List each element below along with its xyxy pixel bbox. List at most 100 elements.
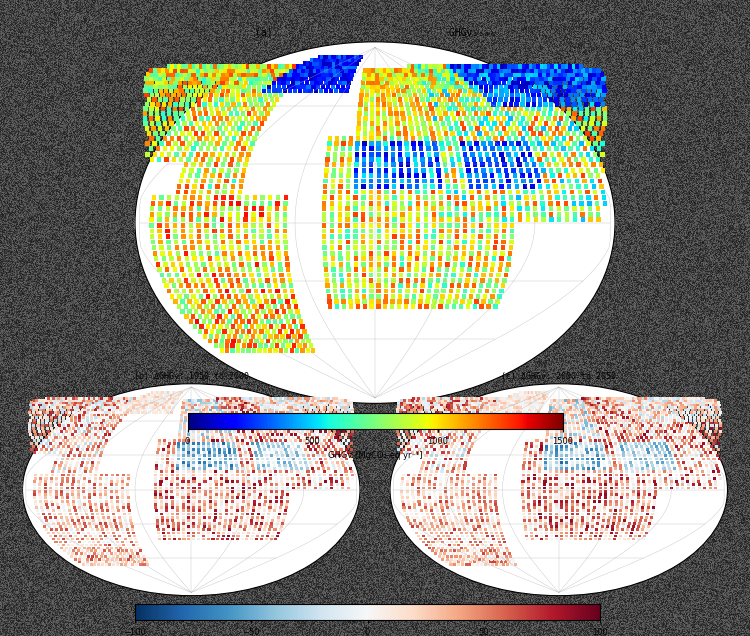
FancyBboxPatch shape [256, 516, 259, 519]
FancyBboxPatch shape [596, 522, 599, 525]
FancyBboxPatch shape [704, 452, 706, 454]
FancyBboxPatch shape [272, 102, 276, 106]
FancyBboxPatch shape [330, 245, 334, 250]
FancyBboxPatch shape [212, 212, 217, 217]
FancyBboxPatch shape [494, 218, 499, 222]
FancyBboxPatch shape [590, 535, 592, 537]
FancyBboxPatch shape [225, 467, 228, 470]
FancyBboxPatch shape [542, 93, 547, 97]
FancyBboxPatch shape [241, 509, 244, 512]
FancyBboxPatch shape [405, 419, 408, 422]
FancyBboxPatch shape [663, 408, 666, 411]
FancyBboxPatch shape [302, 408, 305, 411]
FancyBboxPatch shape [436, 430, 439, 433]
FancyBboxPatch shape [414, 399, 417, 402]
FancyBboxPatch shape [460, 399, 464, 402]
FancyBboxPatch shape [339, 273, 344, 277]
FancyBboxPatch shape [178, 535, 181, 537]
FancyBboxPatch shape [181, 228, 185, 233]
FancyBboxPatch shape [600, 72, 604, 76]
FancyBboxPatch shape [549, 460, 552, 464]
FancyBboxPatch shape [549, 471, 552, 473]
FancyBboxPatch shape [463, 72, 466, 76]
FancyBboxPatch shape [150, 399, 153, 402]
FancyBboxPatch shape [603, 513, 606, 515]
FancyBboxPatch shape [336, 460, 339, 464]
FancyBboxPatch shape [63, 408, 66, 411]
FancyBboxPatch shape [424, 406, 427, 409]
FancyBboxPatch shape [340, 152, 345, 156]
FancyBboxPatch shape [193, 487, 196, 490]
FancyBboxPatch shape [88, 552, 92, 555]
FancyBboxPatch shape [408, 223, 413, 228]
FancyBboxPatch shape [74, 467, 76, 470]
FancyBboxPatch shape [572, 168, 575, 172]
FancyBboxPatch shape [74, 419, 77, 422]
FancyBboxPatch shape [47, 445, 50, 448]
FancyBboxPatch shape [490, 397, 494, 400]
FancyBboxPatch shape [434, 84, 439, 89]
FancyBboxPatch shape [556, 201, 560, 205]
FancyBboxPatch shape [631, 503, 634, 506]
FancyBboxPatch shape [257, 348, 262, 352]
FancyBboxPatch shape [242, 497, 245, 499]
FancyBboxPatch shape [80, 529, 84, 531]
FancyBboxPatch shape [236, 439, 238, 442]
FancyBboxPatch shape [407, 519, 410, 522]
FancyBboxPatch shape [458, 131, 461, 135]
FancyBboxPatch shape [130, 550, 133, 552]
FancyBboxPatch shape [690, 433, 693, 436]
FancyBboxPatch shape [582, 471, 585, 473]
FancyBboxPatch shape [385, 201, 388, 205]
FancyBboxPatch shape [524, 111, 527, 116]
FancyBboxPatch shape [232, 289, 236, 293]
FancyBboxPatch shape [521, 116, 525, 121]
FancyBboxPatch shape [519, 406, 522, 409]
FancyBboxPatch shape [461, 477, 464, 480]
FancyBboxPatch shape [202, 399, 205, 402]
FancyBboxPatch shape [700, 439, 703, 442]
FancyBboxPatch shape [319, 457, 322, 460]
FancyBboxPatch shape [474, 419, 477, 422]
FancyBboxPatch shape [559, 131, 562, 135]
FancyBboxPatch shape [490, 411, 494, 414]
FancyBboxPatch shape [125, 550, 128, 552]
FancyBboxPatch shape [269, 419, 272, 422]
FancyBboxPatch shape [206, 408, 209, 411]
FancyBboxPatch shape [297, 445, 300, 448]
FancyBboxPatch shape [512, 395, 515, 398]
FancyBboxPatch shape [424, 404, 427, 406]
FancyBboxPatch shape [431, 97, 436, 102]
FancyBboxPatch shape [712, 474, 716, 476]
FancyBboxPatch shape [427, 541, 430, 543]
FancyBboxPatch shape [442, 97, 447, 102]
FancyBboxPatch shape [251, 76, 255, 81]
FancyBboxPatch shape [251, 464, 254, 467]
FancyBboxPatch shape [397, 419, 400, 422]
FancyBboxPatch shape [262, 509, 266, 512]
FancyBboxPatch shape [604, 480, 607, 483]
FancyBboxPatch shape [605, 399, 608, 402]
FancyBboxPatch shape [654, 397, 657, 400]
FancyBboxPatch shape [708, 401, 711, 404]
FancyBboxPatch shape [423, 190, 427, 195]
FancyBboxPatch shape [590, 116, 595, 121]
FancyBboxPatch shape [427, 442, 430, 445]
FancyBboxPatch shape [610, 445, 613, 448]
FancyBboxPatch shape [430, 251, 435, 256]
FancyBboxPatch shape [472, 136, 477, 141]
FancyBboxPatch shape [395, 424, 398, 427]
FancyBboxPatch shape [203, 497, 206, 499]
FancyBboxPatch shape [572, 80, 577, 85]
FancyBboxPatch shape [517, 201, 521, 205]
FancyBboxPatch shape [446, 535, 449, 537]
FancyBboxPatch shape [229, 240, 233, 244]
FancyBboxPatch shape [586, 131, 590, 135]
FancyBboxPatch shape [392, 218, 397, 222]
FancyBboxPatch shape [644, 535, 646, 537]
FancyBboxPatch shape [237, 116, 242, 121]
FancyBboxPatch shape [454, 64, 458, 69]
FancyBboxPatch shape [202, 408, 205, 411]
FancyBboxPatch shape [500, 408, 503, 411]
FancyBboxPatch shape [424, 408, 427, 411]
